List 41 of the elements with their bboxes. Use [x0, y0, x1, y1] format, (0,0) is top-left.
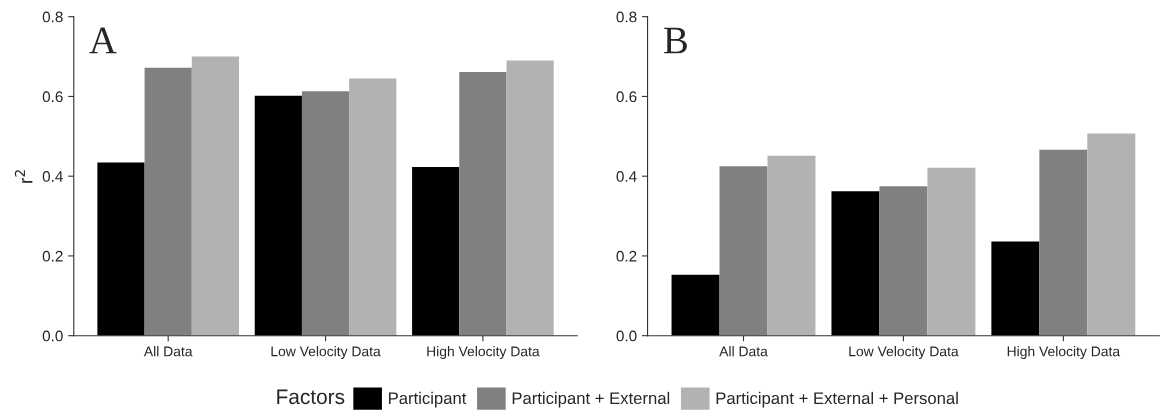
bar: [144, 67, 192, 336]
bar: [1087, 133, 1136, 336]
bar: [301, 91, 350, 336]
bar: [412, 167, 460, 336]
bar: [349, 78, 397, 336]
bar: [991, 241, 1040, 336]
x-tick-label: Low Velocity Data: [271, 346, 381, 360]
legend-label: Participant + External + Personal: [716, 391, 958, 408]
bar: [254, 95, 302, 336]
bar: [671, 274, 720, 336]
y-tick-label: 0.6: [42, 91, 63, 103]
y-tick-label: 0.2: [616, 250, 637, 262]
y-tick-label: 0.8: [616, 11, 637, 23]
bar: [1039, 149, 1088, 336]
bar: [97, 162, 145, 336]
annotation: B: [664, 27, 687, 54]
y-tick-label: 0.4: [616, 171, 637, 182]
annotation: A: [89, 27, 117, 54]
bar: [506, 60, 554, 336]
y-tick-label: 0.6: [616, 91, 637, 103]
bar: [719, 166, 768, 336]
bar: [767, 155, 816, 336]
y-tick-label: 0.8: [42, 11, 63, 23]
x-tick-label: High Velocity Data: [427, 346, 540, 360]
bar: [831, 191, 880, 336]
legend-title: Factors: [277, 389, 345, 405]
bar: [459, 72, 507, 336]
y-tick-label: 0.2: [42, 250, 63, 262]
y-axis-title: r$^{2}$: [14, 170, 33, 183]
x-tick-label: Low Velocity Data: [849, 346, 959, 360]
x-tick-label: All Data: [719, 346, 768, 357]
legend-label: Participant: [389, 391, 467, 408]
y-tick-label: 0.0: [42, 330, 63, 342]
x-tick-label: High Velocity Data: [1007, 346, 1121, 360]
bar: [879, 186, 928, 336]
legend-label: Participant + External: [512, 391, 670, 408]
y-tick-label: 0.0: [616, 330, 637, 342]
bar: [927, 167, 976, 336]
y-tick-label: 0.4: [42, 171, 63, 182]
bar: [191, 56, 239, 336]
x-tick-label: All Data: [143, 346, 193, 357]
